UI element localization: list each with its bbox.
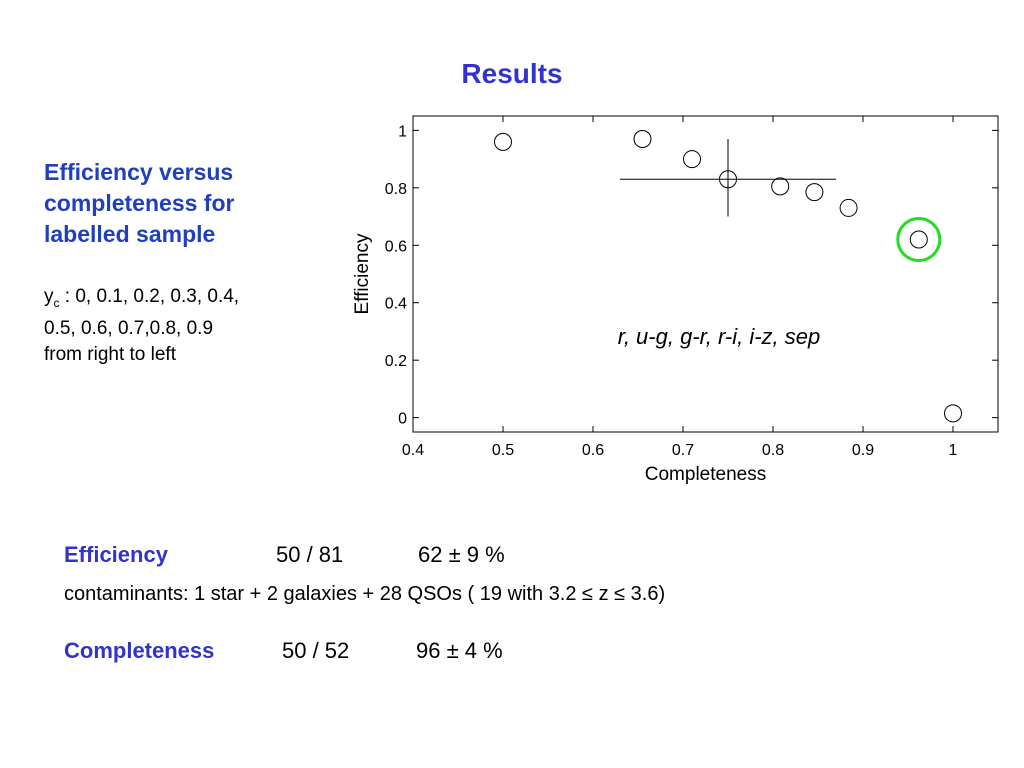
x-tick-label: 0.5 <box>492 442 514 459</box>
efficiency-stat: Efficiency 50 / 81 62 ± 9 % <box>64 542 505 568</box>
highlight-ring <box>896 217 942 263</box>
completeness-stat: Completeness 50 / 52 96 ± 4 % <box>64 638 503 664</box>
note-line-1: : 0, 0.1, 0.2, 0.3, 0.4, <box>59 286 240 307</box>
panel-heading: Efficiency versus completeness for label… <box>44 159 235 247</box>
y-tick-label: 0.6 <box>385 238 407 255</box>
y-tick-label: 1 <box>398 123 407 140</box>
x-tick-label: 0.8 <box>762 442 784 459</box>
contaminants-line: contaminants: 1 star + 2 galaxies + 28 Q… <box>64 583 666 605</box>
y-axis-label: Efficiency <box>352 233 373 314</box>
x-axis-label: Completeness <box>645 464 766 485</box>
completeness-percent: 96 ± 4 % <box>416 638 503 663</box>
x-tick-label: 0.4 <box>402 442 424 459</box>
note-line-3: from right to left <box>44 343 176 365</box>
note-line-2: 0.5, 0.6, 0.7,0.8, 0.9 <box>44 317 214 339</box>
efficiency-label: Efficiency <box>64 542 168 567</box>
y-tick-label: 0.2 <box>385 353 407 370</box>
error-bar <box>620 138 836 217</box>
note-symbol: y <box>44 286 54 307</box>
y-tick-label: 0.8 <box>385 181 407 198</box>
slide-title: Results <box>461 58 563 89</box>
data-point <box>839 198 858 217</box>
efficiency-ratio: 50 / 81 <box>276 542 344 567</box>
x-tick-label: 0.7 <box>672 442 694 459</box>
efficiency-percent: 62 ± 9 % <box>418 542 505 567</box>
y-tick-label: 0.4 <box>385 296 407 313</box>
completeness-ratio: 50 / 52 <box>282 638 350 663</box>
x-tick-label: 1 <box>949 442 958 459</box>
note-subscript: c <box>53 295 60 310</box>
data-points <box>494 129 962 423</box>
y-tick-label: 0 <box>398 411 407 428</box>
data-point <box>494 132 512 151</box>
feature-annotation: r, u-g, g-r, r-i, i-z, sep <box>618 324 821 349</box>
data-point <box>683 150 701 169</box>
data-point <box>719 170 737 189</box>
data-point <box>909 230 928 249</box>
x-tick-label: 0.6 <box>582 442 604 459</box>
data-point <box>944 404 962 423</box>
panel-note: yc : 0, 0.1, 0.2, 0.3, 0.4, 0.5, 0.6, 0.… <box>44 284 334 368</box>
completeness-label: Completeness <box>64 638 215 663</box>
data-point <box>771 177 790 196</box>
efficiency-completeness-chart: 0.4 0.5 0.6 0.7 0.8 0.9 1 0 0.2 0.4 0.6 0.8 1 Comple… <box>352 115 999 485</box>
x-tick-label: 0.9 <box>852 442 874 459</box>
data-point <box>805 183 824 202</box>
plot-frame <box>412 115 999 433</box>
data-point <box>633 129 652 148</box>
tick-labels: 0.4 0.5 0.6 0.7 0.8 0.9 1 0 0.2 0.4 0.6 0.8 1 <box>385 123 958 459</box>
axis-ticks <box>412 116 998 432</box>
